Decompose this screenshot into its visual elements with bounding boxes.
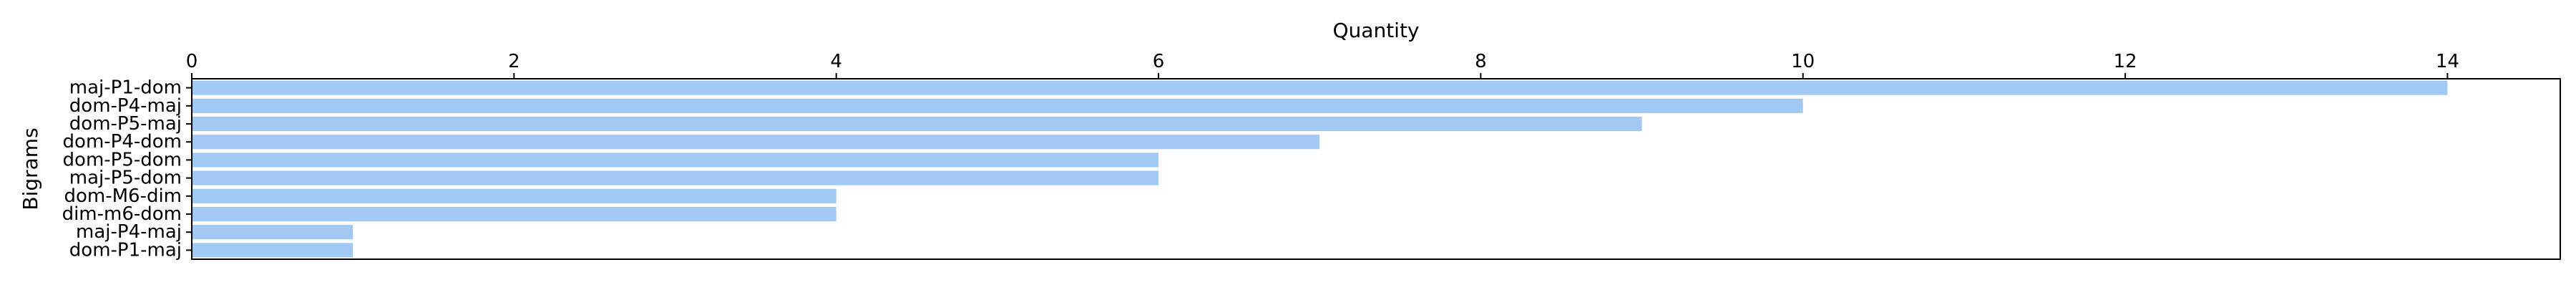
bar-dom-P1-maj (192, 243, 353, 258)
x-tick-label: 2 (508, 51, 520, 72)
bar-dom-M6-dim (192, 188, 836, 203)
y-axis-label: Bigrams (19, 127, 42, 210)
bar-dim-m6-dom (192, 206, 836, 222)
y-tick-label: maj-P4-maj (76, 221, 182, 243)
bar-dom-P5-dom (192, 153, 1159, 168)
y-tick-label: dom-P5-maj (69, 113, 182, 135)
bar-dom-P4-maj (192, 98, 1803, 113)
x-tick-label: 10 (1791, 51, 1815, 72)
bar-dom-P5-maj (192, 116, 1642, 132)
bar-maj-P4-maj (192, 225, 353, 240)
y-tick-label: dom-P5-dom (63, 149, 182, 170)
bars-group (192, 80, 2448, 258)
bar-maj-P1-dom (192, 80, 2448, 95)
x-axis-label: Quantity (1333, 19, 1420, 42)
x-tick-label: 4 (830, 51, 842, 72)
x-tick-label: 6 (1153, 51, 1165, 72)
bar-dom-P4-dom (192, 135, 1320, 150)
y-tick-label: dim-m6-dom (62, 203, 182, 225)
y-tick-label: dom-P4-maj (69, 95, 182, 117)
x-tick-group: 0 2 4 6 8 10 12 14 (186, 51, 2459, 79)
y-tick-group: maj-P1-domdom-P4-majdom-P5-majdom-P4-dom… (62, 77, 192, 261)
y-tick-label: dom-P4-dom (63, 131, 182, 153)
y-tick-label: maj-P1-dom (69, 77, 182, 99)
x-tick-label: 12 (2113, 51, 2137, 72)
plot-frame (191, 78, 2561, 260)
x-tick-label: 8 (1475, 51, 1487, 72)
y-tick-label: maj-P5-dom (69, 168, 182, 189)
x-tick-label: 14 (2436, 51, 2459, 72)
y-tick-label: dom-M6-dim (64, 185, 182, 207)
bar-maj-P5-dom (192, 170, 1159, 185)
y-tick-label: dom-P1-maj (69, 239, 182, 261)
x-tick-label: 0 (186, 51, 198, 72)
